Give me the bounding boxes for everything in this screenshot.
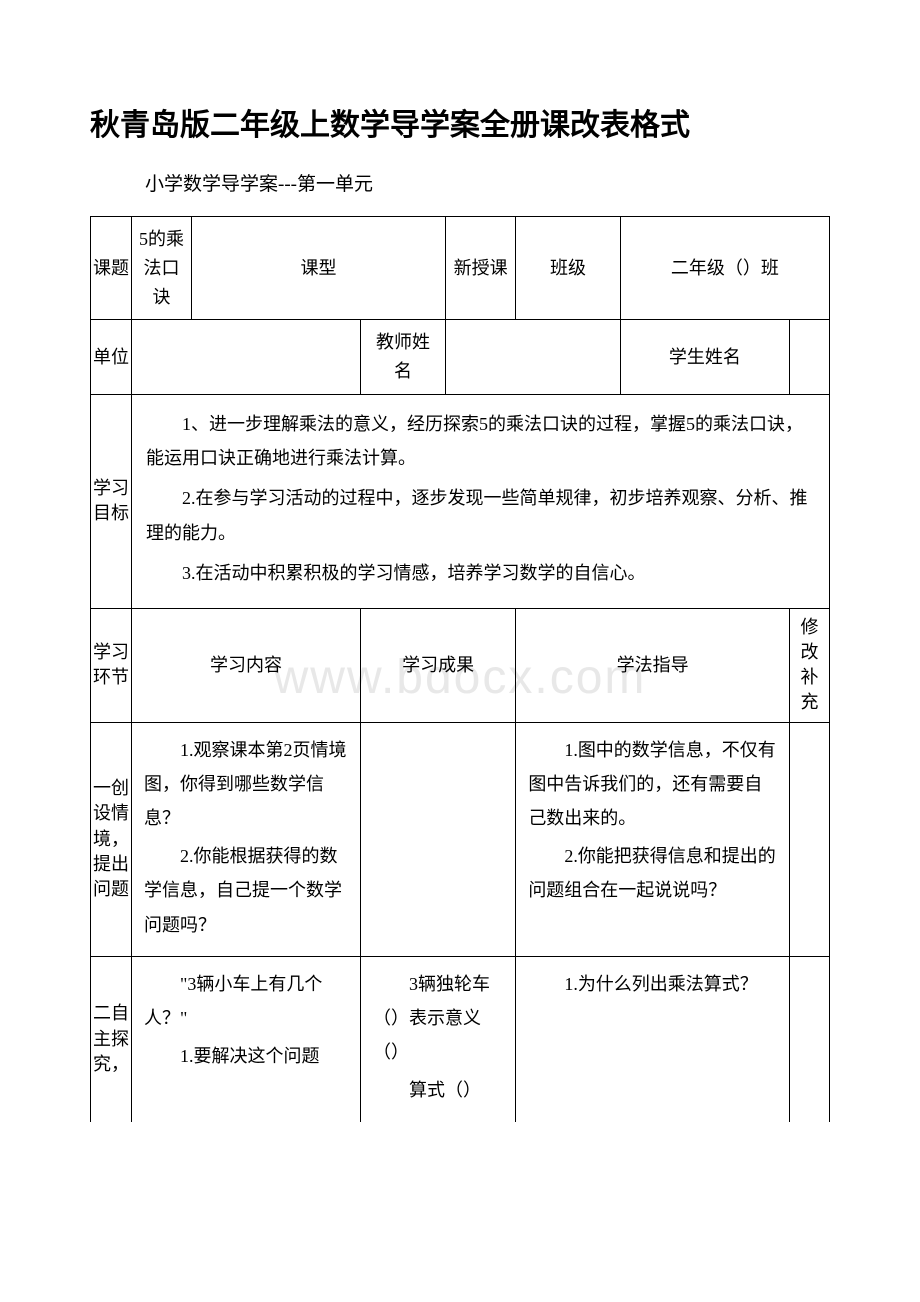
columns-row: 学习环节 学习内容 学习成果 学法指导 修改补充 [91,608,830,722]
header-row-2: 单位 教师姓名 学生姓名 [91,320,830,395]
goals-row: 学习目标 1、进一步理解乘法的意义，经历探索5的乘法口诀的过程，掌握5的乘法口诀… [91,394,830,608]
student-label: 学生姓名 [620,320,789,395]
col-result: 学习成果 [360,608,515,722]
section-2-content-p1: "3辆小车上有几个人？" [144,967,348,1035]
section-2-content-p2: 1.要解决这个问题 [144,1039,348,1073]
goals-label: 学习目标 [91,394,132,608]
section-1-guide-p1: 1.图中的数学信息，不仅有图中告诉我们的，还有需要自己数出来的。 [528,733,777,836]
section-2-title: 二自主探究， [91,956,132,1121]
section-2-guide: 1.为什么列出乘法算式？ [516,956,790,1121]
section-1-content: 1.观察课本第2页情境图，你得到哪些数学信息？ 2.你能根据获得的数学信息，自己… [132,722,361,956]
col-guide: 学法指导 [516,608,790,722]
type-value: 新授课 [445,217,515,320]
document-content: 秋青岛版二年级上数学导学案全册课改表格式 小学数学导学案---第一单元 课题 5… [90,100,830,1122]
unit-label: 单位 [91,320,132,395]
section-2-amend [790,956,830,1121]
section-1-content-p1: 1.观察课本第2页情境图，你得到哪些数学信息？ [144,733,348,836]
section-1-title: 一创设情境，提出问题 [91,722,132,956]
goal-1: 1、进一步理解乘法的意义，经历探索5的乘法口诀的过程，掌握5的乘法口诀，能运用口… [146,407,815,475]
topic-label: 课题 [91,217,132,320]
col-amend: 修改补充 [790,608,830,722]
header-row-1: 课题 5的乘法口诀 课型 新授课 班级 二年级（）班 [91,217,830,320]
section-1-guide-p2: 2.你能把获得信息和提出的问题组合在一起说说吗？ [528,839,777,907]
section-1-amend [790,722,830,956]
section-2-result-p1: 3辆独轮车（）表示意义（） [373,967,503,1070]
type-label: 课型 [192,217,446,320]
col-stage: 学习环节 [91,608,132,722]
goal-2: 2.在参与学习活动的过程中，逐步发现一些简单规律，初步培养观察、分析、推理的能力… [146,481,815,549]
class-value: 二年级（）班 [620,217,829,320]
section-1-content-p2: 2.你能根据获得的数学信息，自己提一个数学问题吗？ [144,839,348,942]
section-2-guide-p1: 1.为什么列出乘法算式？ [528,967,777,1001]
col-content: 学习内容 [132,608,361,722]
section-2-content: "3辆小车上有几个人？" 1.要解决这个问题 [132,956,361,1121]
section-2-row: 二自主探究， "3辆小车上有几个人？" 1.要解决这个问题 3辆独轮车（）表示意… [91,956,830,1121]
class-label: 班级 [516,217,620,320]
page-title: 秋青岛版二年级上数学导学案全册课改表格式 [90,100,830,144]
goal-3: 3.在活动中积累积极的学习情感，培养学习数学的自信心。 [146,556,815,590]
unit-value [132,320,361,395]
teacher-label: 教师姓名 [360,320,445,395]
section-1-result [360,722,515,956]
goals-content: 1、进一步理解乘法的意义，经历探索5的乘法口诀的过程，掌握5的乘法口诀，能运用口… [132,394,830,608]
section-1-row: 一创设情境，提出问题 1.观察课本第2页情境图，你得到哪些数学信息？ 2.你能根… [91,722,830,956]
section-1-guide: 1.图中的数学信息，不仅有图中告诉我们的，还有需要自己数出来的。 2.你能把获得… [516,722,790,956]
subtitle: 小学数学导学案---第一单元 [145,169,830,196]
teacher-value [445,320,620,395]
student-value [790,320,830,395]
section-2-result-p2: 算式（） [373,1073,503,1107]
topic-value: 5的乘法口诀 [132,217,192,320]
lesson-plan-table: 课题 5的乘法口诀 课型 新授课 班级 二年级（）班 单位 教师姓名 学生姓名 … [90,216,830,1122]
section-2-result: 3辆独轮车（）表示意义（） 算式（） [360,956,515,1121]
